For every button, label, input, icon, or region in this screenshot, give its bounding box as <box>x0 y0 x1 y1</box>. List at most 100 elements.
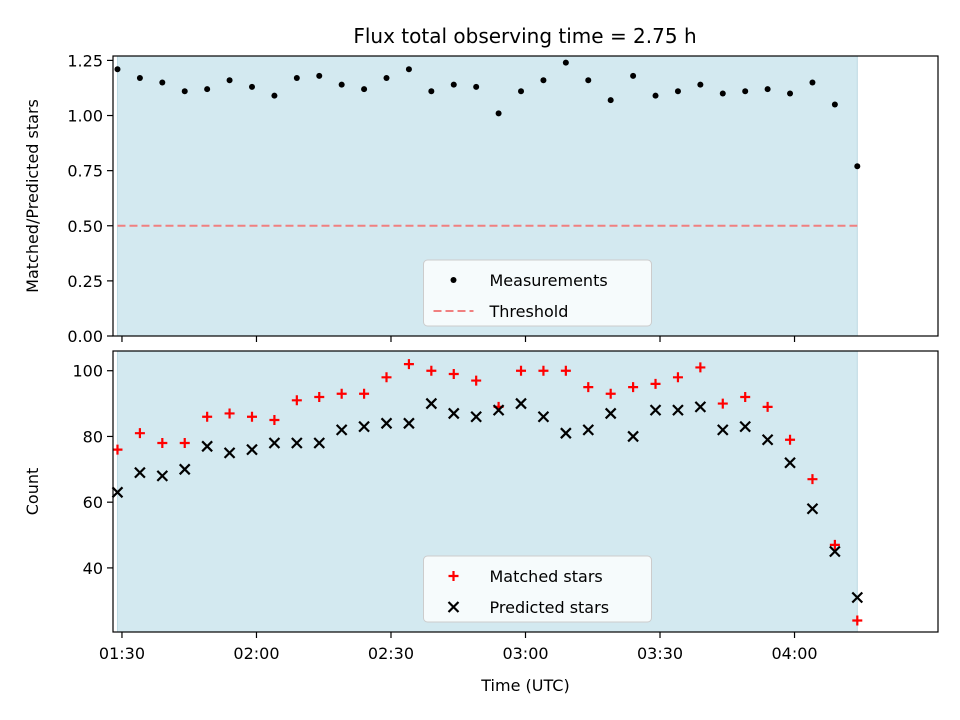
y-tick-label: 0.75 <box>67 162 103 181</box>
matched-star-point <box>359 388 370 399</box>
measurement-point <box>204 86 211 93</box>
measurement-point <box>809 79 816 86</box>
predicted-star-point <box>604 407 617 420</box>
matched-star-point <box>516 365 527 376</box>
measurement-point <box>226 77 233 84</box>
predicted-star-point <box>806 502 819 515</box>
matched-star-point <box>134 428 145 439</box>
matched-star-point <box>672 372 683 383</box>
measurement-point <box>271 92 278 99</box>
legend-label: Matched stars <box>490 567 603 586</box>
measurement-point <box>697 81 704 88</box>
measurement-point <box>630 72 637 79</box>
measurement-point <box>831 101 838 108</box>
measurement-point <box>338 81 345 88</box>
predicted-star-point <box>223 447 236 459</box>
legend: Matched stars Predicted stars <box>423 555 652 623</box>
matched-star-point <box>448 369 459 380</box>
matched-star-point <box>538 365 549 376</box>
matched-star-point <box>628 382 639 393</box>
y-axis-label: Count <box>23 468 42 516</box>
matched-star-point <box>650 378 661 389</box>
y-tick-label: 1.25 <box>67 51 103 70</box>
count-panel: 40 60 80 100 01:30 02:00 02:30 03:00 03:30 04:00 C… <box>23 350 939 695</box>
predicted-star-point <box>829 545 841 558</box>
measurement-point <box>742 88 749 95</box>
matched-star-point <box>829 539 840 550</box>
predicted-star-point <box>784 456 796 469</box>
legend-label: Threshold <box>489 302 569 321</box>
predicted-star-point <box>335 424 348 436</box>
predicted-star-point <box>627 430 639 443</box>
measurement-point <box>585 77 592 84</box>
measurement-point <box>787 90 794 97</box>
predicted-star-point <box>717 424 729 436</box>
matched-star-point <box>202 411 213 422</box>
legend-box <box>423 259 652 327</box>
x-tick-label: 02:30 <box>368 644 414 663</box>
measurement-point <box>405 66 412 73</box>
legend-box <box>423 555 652 623</box>
y-tick-label: 1.00 <box>67 107 103 126</box>
series-matched-stars <box>112 359 863 626</box>
matched-star-point <box>583 382 594 393</box>
matched-star-point <box>336 388 347 399</box>
predicted-star-point <box>582 424 595 436</box>
predicted-star-point <box>739 420 751 433</box>
measurement-point <box>495 110 502 117</box>
measurement-point <box>159 79 166 86</box>
measurement-point <box>607 97 614 104</box>
legend-label: Measurements <box>490 271 608 290</box>
legend-measurement-marker <box>450 277 457 283</box>
predicted-star-point <box>761 433 774 446</box>
y-tick-label: 100 <box>72 362 103 381</box>
matched-star-point <box>785 434 796 445</box>
matched-star-point <box>269 415 280 426</box>
measurement-point <box>562 59 569 66</box>
predicted-star-point <box>134 466 146 479</box>
measurement-point <box>383 75 390 82</box>
measurement-point <box>114 66 121 73</box>
y-tick-label: 0.25 <box>67 272 103 291</box>
y-tick-label: 80 <box>83 427 103 446</box>
measurement-point <box>248 83 255 90</box>
matched-star-point <box>762 401 773 412</box>
y-axis-label: Matched/Predicted stars <box>23 99 42 293</box>
predicted-star-point <box>201 440 213 453</box>
legend-matched-marker <box>448 571 459 581</box>
predicted-star-point <box>537 410 550 423</box>
x-tick-label: 03:30 <box>637 644 683 663</box>
predicted-star-point <box>649 404 662 416</box>
legend-predicted-marker <box>447 601 460 613</box>
measurement-point <box>293 75 300 82</box>
y-tick-label: 0.00 <box>67 327 103 346</box>
x-axis-label: Time (UTC) <box>480 676 569 695</box>
chart-title: Flux total observing time = 2.75 h <box>353 24 696 48</box>
predicted-star-point <box>156 470 169 482</box>
matched-star-point <box>179 438 190 449</box>
predicted-star-point <box>694 401 707 413</box>
measurement-point <box>854 163 861 170</box>
predicted-star-point <box>291 437 303 449</box>
legend-label: Predicted stars <box>490 598 610 617</box>
measurement-point <box>540 77 547 84</box>
measurement-point <box>428 88 435 95</box>
y-tick-label: 60 <box>83 493 103 512</box>
predicted-star-point <box>313 437 326 449</box>
matched-star-point <box>717 398 728 409</box>
measurement-point <box>473 83 480 90</box>
predicted-star-point <box>178 463 191 476</box>
matched-star-point <box>560 365 571 376</box>
predicted-star-point <box>111 486 124 499</box>
matched-star-point <box>426 365 437 376</box>
matched-star-point <box>381 372 392 383</box>
predicted-star-point <box>246 443 258 456</box>
predicted-star-point <box>380 417 393 430</box>
y-tick-label: 40 <box>83 559 103 578</box>
matched-star-point <box>112 444 123 455</box>
predicted-star-point <box>470 410 482 423</box>
predicted-star-point <box>492 404 505 416</box>
matched-star-point <box>807 474 818 485</box>
predicted-star-point <box>447 407 460 420</box>
